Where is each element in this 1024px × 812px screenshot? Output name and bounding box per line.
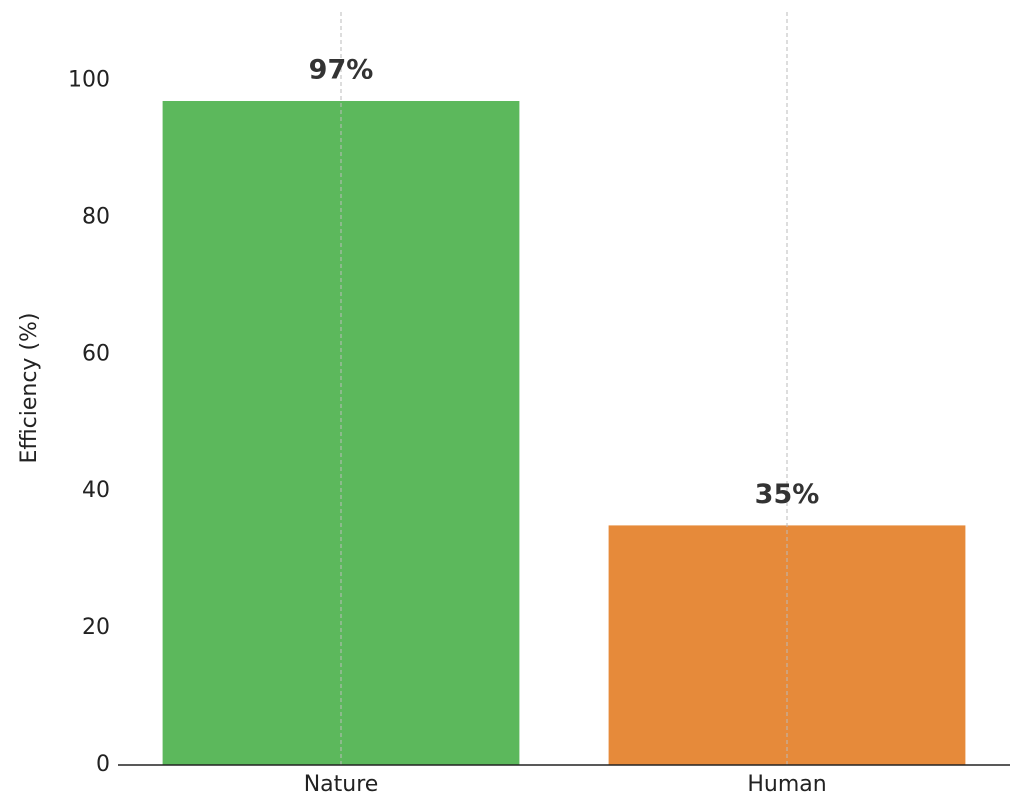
y-tick-label: 40 xyxy=(82,478,110,503)
x-tick-label: Nature xyxy=(304,772,379,797)
value-label: 97% xyxy=(309,54,374,85)
y-tick-label: 100 xyxy=(68,67,110,92)
x-tick-label: Human xyxy=(747,772,826,797)
y-tick-label: 80 xyxy=(82,204,110,229)
y-tick-label: 0 xyxy=(96,752,110,777)
y-axis-label: Efficiency (%) xyxy=(17,312,42,463)
value-label: 35% xyxy=(755,479,820,510)
y-tick-label: 60 xyxy=(82,341,110,366)
y-tick-label: 20 xyxy=(82,615,110,640)
